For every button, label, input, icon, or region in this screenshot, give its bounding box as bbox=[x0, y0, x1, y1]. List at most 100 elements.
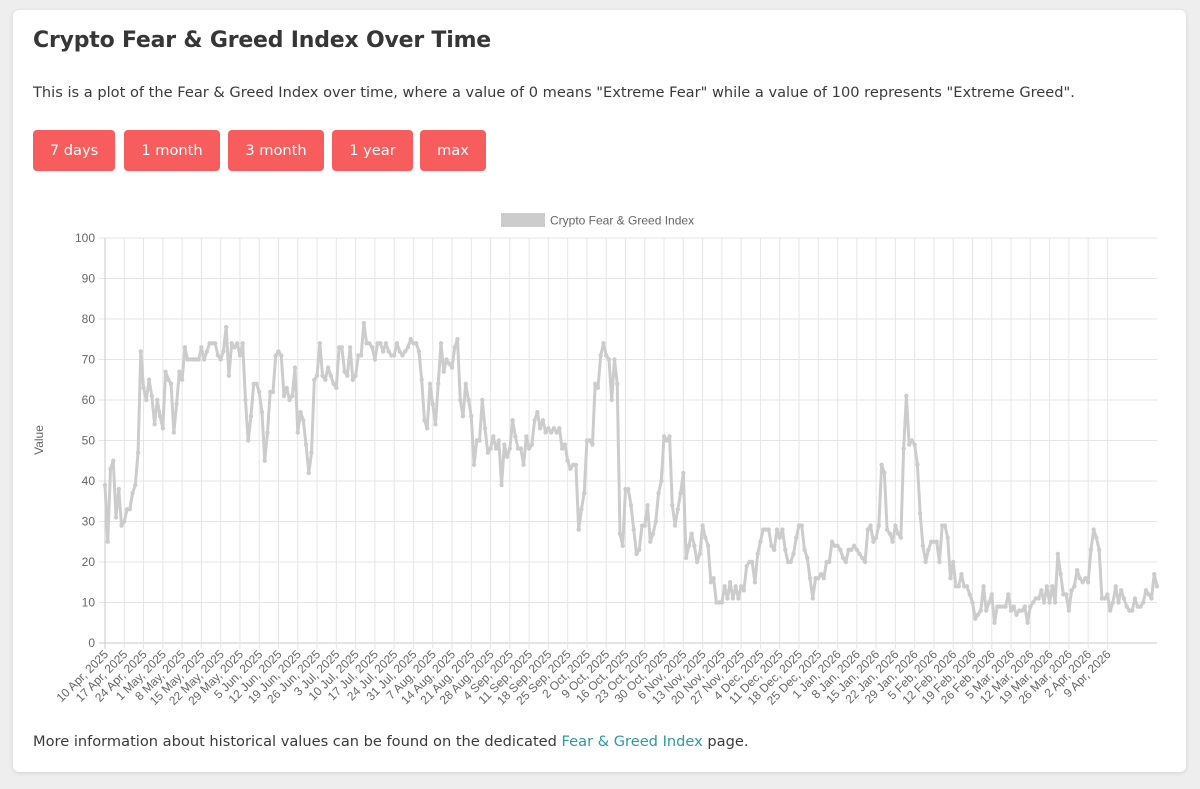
data-point[interactable] bbox=[1121, 596, 1127, 601]
data-point[interactable] bbox=[697, 551, 703, 557]
data-point[interactable] bbox=[827, 559, 832, 565]
data-point[interactable] bbox=[177, 369, 182, 374]
data-point[interactable] bbox=[617, 531, 623, 536]
data-point[interactable] bbox=[634, 551, 639, 557]
data-point[interactable] bbox=[909, 438, 915, 443]
data-point[interactable] bbox=[1066, 608, 1072, 613]
data-point[interactable] bbox=[1107, 608, 1113, 613]
data-point[interactable] bbox=[727, 580, 733, 585]
data-point[interactable] bbox=[532, 418, 537, 423]
data-point[interactable] bbox=[196, 357, 201, 362]
data-point[interactable] bbox=[171, 430, 177, 435]
data-point[interactable] bbox=[725, 596, 730, 601]
data-point[interactable] bbox=[295, 430, 300, 435]
data-point[interactable] bbox=[521, 462, 526, 467]
data-point[interactable] bbox=[400, 353, 405, 358]
data-point[interactable] bbox=[708, 580, 714, 585]
data-point[interactable] bbox=[626, 486, 631, 492]
data-point[interactable] bbox=[906, 442, 912, 447]
data-point[interactable] bbox=[1072, 584, 1077, 589]
data-point[interactable] bbox=[730, 596, 736, 601]
data-point[interactable] bbox=[794, 535, 799, 540]
data-point[interactable] bbox=[221, 349, 226, 354]
data-point[interactable] bbox=[303, 442, 309, 447]
data-point[interactable] bbox=[1030, 600, 1036, 605]
data-point[interactable] bbox=[458, 397, 463, 403]
data-point[interactable] bbox=[1132, 596, 1138, 601]
data-point[interactable] bbox=[783, 547, 788, 553]
data-point[interactable] bbox=[973, 616, 978, 621]
data-point[interactable] bbox=[353, 373, 358, 378]
data-point[interactable] bbox=[204, 349, 210, 354]
data-point[interactable] bbox=[1141, 600, 1146, 605]
data-point[interactable] bbox=[937, 559, 942, 565]
data-point[interactable] bbox=[579, 507, 584, 512]
data-point[interactable] bbox=[738, 584, 744, 589]
data-point[interactable] bbox=[659, 478, 664, 484]
data-point[interactable] bbox=[358, 353, 364, 358]
data-point[interactable] bbox=[901, 446, 906, 451]
data-point[interactable] bbox=[873, 535, 879, 540]
data-point[interactable] bbox=[568, 466, 573, 472]
data-point[interactable] bbox=[807, 576, 813, 581]
data-point[interactable] bbox=[369, 345, 375, 350]
data-point[interactable] bbox=[1055, 551, 1061, 557]
data-point[interactable] bbox=[141, 385, 146, 391]
data-point[interactable] bbox=[1039, 588, 1044, 593]
data-point[interactable] bbox=[1096, 547, 1102, 553]
data-point[interactable] bbox=[835, 543, 840, 548]
data-point[interactable] bbox=[554, 430, 559, 435]
data-point[interactable] bbox=[306, 470, 311, 476]
data-point[interactable] bbox=[1052, 600, 1058, 605]
data-point[interactable] bbox=[323, 377, 328, 382]
data-point[interactable] bbox=[1149, 596, 1154, 601]
data-point[interactable] bbox=[766, 527, 771, 532]
data-point[interactable] bbox=[606, 357, 612, 362]
data-point[interactable] bbox=[466, 397, 471, 403]
data-point[interactable] bbox=[367, 341, 372, 346]
data-point[interactable] bbox=[430, 401, 435, 407]
data-point[interactable] bbox=[342, 369, 347, 374]
data-point[interactable] bbox=[821, 576, 826, 581]
data-point[interactable] bbox=[1063, 592, 1069, 597]
data-point[interactable] bbox=[772, 547, 777, 553]
data-point[interactable] bbox=[386, 349, 391, 354]
data-point[interactable] bbox=[860, 555, 865, 561]
data-point[interactable] bbox=[226, 373, 232, 378]
data-point[interactable] bbox=[838, 547, 843, 553]
data-point[interactable] bbox=[309, 450, 314, 455]
data-point[interactable] bbox=[447, 361, 452, 366]
data-point[interactable] bbox=[664, 438, 669, 443]
data-point[interactable] bbox=[383, 341, 389, 346]
data-point[interactable] bbox=[259, 409, 265, 415]
data-point[interactable] bbox=[678, 490, 683, 496]
data-point[interactable] bbox=[959, 571, 964, 577]
data-point[interactable] bbox=[956, 584, 961, 589]
data-point[interactable] bbox=[152, 422, 157, 427]
data-point[interactable] bbox=[1008, 608, 1014, 613]
data-point[interactable] bbox=[694, 559, 700, 565]
data-point[interactable] bbox=[719, 600, 725, 605]
data-point[interactable] bbox=[970, 600, 975, 605]
data-point[interactable] bbox=[427, 381, 433, 386]
data-point[interactable] bbox=[612, 357, 617, 362]
data-point[interactable] bbox=[248, 414, 254, 419]
data-point[interactable] bbox=[565, 458, 570, 463]
data-point[interactable] bbox=[449, 365, 455, 370]
data-point[interactable] bbox=[1050, 584, 1055, 589]
data-point[interactable] bbox=[705, 543, 711, 548]
data-point[interactable] bbox=[543, 430, 548, 435]
data-point[interactable] bbox=[133, 482, 138, 488]
data-point[interactable] bbox=[524, 434, 529, 439]
data-point[interactable] bbox=[981, 584, 986, 589]
data-point[interactable] bbox=[805, 555, 810, 561]
data-point[interactable] bbox=[893, 523, 898, 528]
data-point[interactable] bbox=[989, 592, 994, 597]
data-point[interactable] bbox=[799, 523, 804, 528]
data-point[interactable] bbox=[463, 381, 468, 386]
data-point[interactable] bbox=[816, 576, 821, 581]
data-point[interactable] bbox=[331, 381, 336, 386]
data-point[interactable] bbox=[648, 539, 653, 544]
data-point[interactable] bbox=[681, 470, 686, 476]
data-point[interactable] bbox=[279, 353, 284, 358]
